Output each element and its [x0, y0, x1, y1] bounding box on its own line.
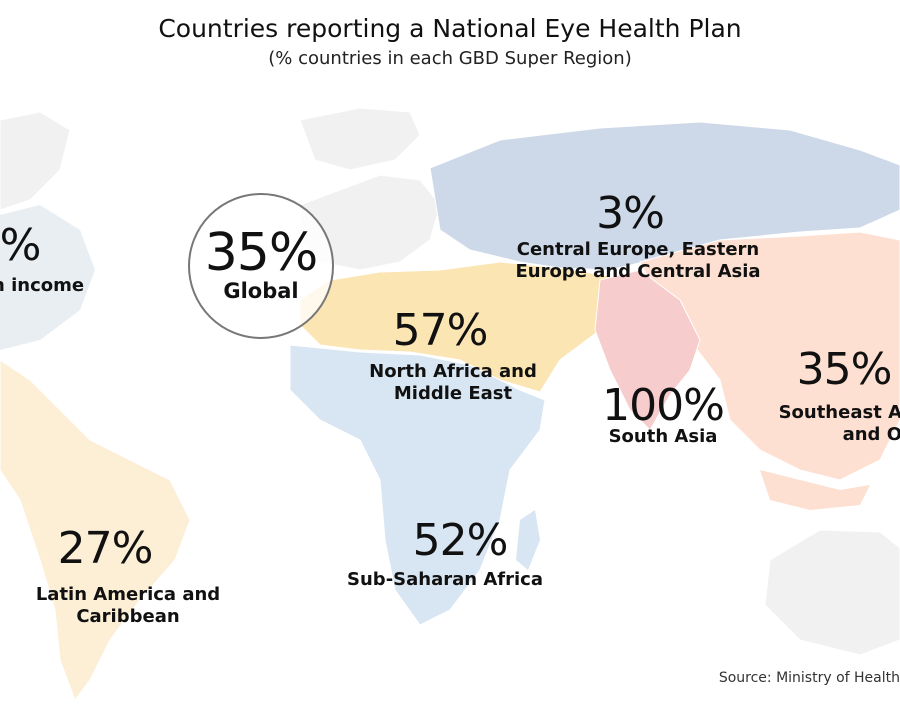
- ceeca-region-shape: [429, 121, 900, 271]
- high-income-region-shape: [0, 205, 95, 350]
- latam-region-shape: [0, 359, 191, 702]
- ceeca-label: Central Europe, Eastern Europe and Centr…: [515, 239, 761, 282]
- south-asia-label: South Asia: [608, 426, 718, 447]
- ssa-region-shape: [289, 344, 546, 626]
- ceeca-value: 3%: [596, 188, 665, 239]
- high-income-value: %: [0, 220, 41, 271]
- sea-islands-shape: [760, 470, 870, 510]
- south-asia-value: 100%: [602, 380, 725, 431]
- latam-label: Latin America and Caribbean: [35, 584, 221, 627]
- east-asia-region-shape: [639, 231, 900, 481]
- ssa-value: 52%: [412, 515, 509, 566]
- global-label: Global: [223, 279, 299, 303]
- greenland-landmass: [299, 107, 421, 171]
- chart-title: Countries reporting a National Eye Healt…: [158, 14, 742, 43]
- nafme-region-shape: [299, 261, 631, 393]
- madagascar-shape: [516, 510, 540, 570]
- ssa-label: Sub-Saharan Africa: [347, 569, 543, 590]
- source-note: Source: Ministry of Health: [718, 670, 900, 686]
- sea-value: 35%: [796, 344, 893, 395]
- south-asia-region-shape: [594, 269, 701, 431]
- chart-subtitle: (% countries in each GBD Super Region): [268, 48, 632, 69]
- nafme-value: 57%: [392, 305, 489, 356]
- global-value: 35%: [204, 223, 319, 283]
- australia-landmass: [764, 529, 900, 656]
- north-america-left-landmass: [0, 111, 71, 211]
- latam-value: 27%: [57, 523, 154, 574]
- high-income-label: h income: [0, 275, 85, 296]
- sea-label: Southeast A and O: [778, 402, 900, 445]
- global-badge: [188, 193, 334, 339]
- nafme-label: North Africa and Middle East: [369, 361, 537, 404]
